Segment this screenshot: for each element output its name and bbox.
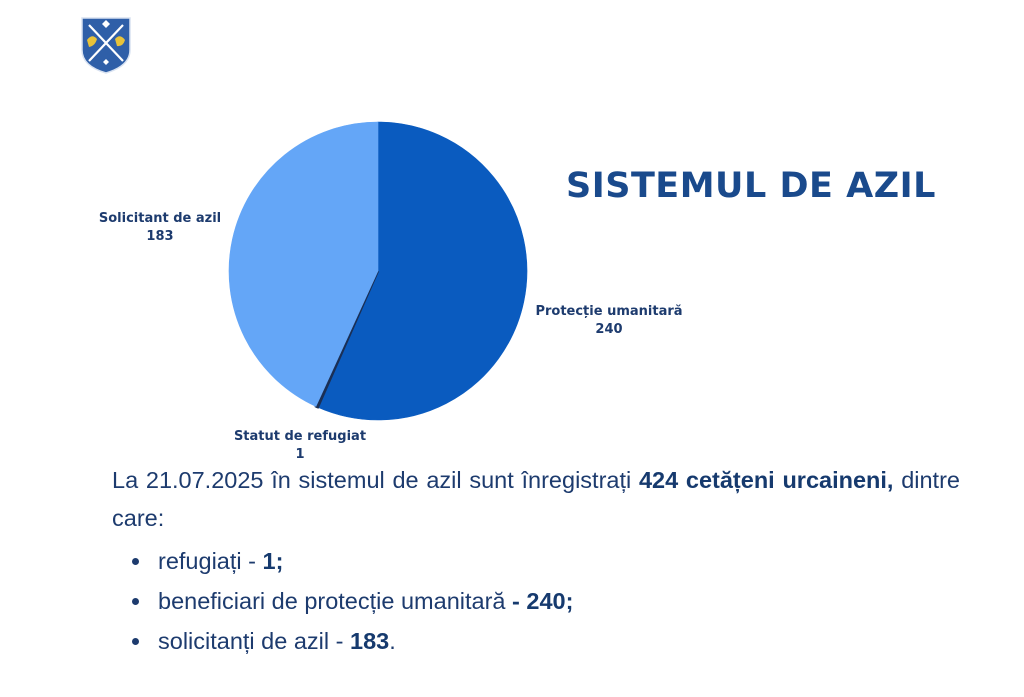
pie-slice xyxy=(228,121,379,407)
slice-label: Protecție umanitară xyxy=(535,304,682,319)
slice-label: Solicitant de azil xyxy=(99,211,221,226)
slice-value-label: 183 xyxy=(146,229,173,244)
intro-suffix: dintre care: xyxy=(112,467,960,531)
list-item-label: refugiați - xyxy=(158,548,263,574)
list-item-value: 1; xyxy=(262,548,284,574)
bullet-icon xyxy=(132,598,139,605)
summary-text: La 21.07.2025 în sistemul de azil sunt î… xyxy=(112,461,960,661)
intro-prefix: La 21.07.2025 în sistemul de azil sunt î… xyxy=(112,467,639,493)
list-item-humanitarian: beneficiari de protecție umanitară - 240… xyxy=(112,581,960,621)
bullet-icon xyxy=(132,558,139,565)
page-title: SISTEMUL DE AZIL xyxy=(566,166,936,206)
slice-value-label: 1 xyxy=(295,447,304,462)
pie-chart: Protecție umanitară 240 Statut de refugiat… xyxy=(99,121,683,462)
slice-value-label: 240 xyxy=(595,322,622,337)
list-item-applicants: solicitanți de azil - 183. xyxy=(112,621,960,661)
summary-intro: La 21.07.2025 în sistemul de azil sunt î… xyxy=(112,461,960,537)
bullet-icon xyxy=(132,638,139,645)
list-item-label: solicitanți de azil - xyxy=(158,628,350,654)
list-item-refugees: refugiați - 1; xyxy=(112,541,960,581)
list-item-label: beneficiari de protecție umanitară xyxy=(158,588,513,614)
intro-total: 424 cetățeni urcaineni, xyxy=(638,467,894,493)
list-item-value: 183 xyxy=(350,628,390,654)
slice-label: Statut de refugiat xyxy=(234,429,366,444)
summary-list: refugiați - 1; beneficiari de protecție … xyxy=(112,541,960,661)
list-item-tail: . xyxy=(389,628,396,654)
list-item-value: - 240; xyxy=(512,588,574,614)
pie-slice xyxy=(317,121,528,421)
coat-of-arms-icon xyxy=(81,17,131,74)
